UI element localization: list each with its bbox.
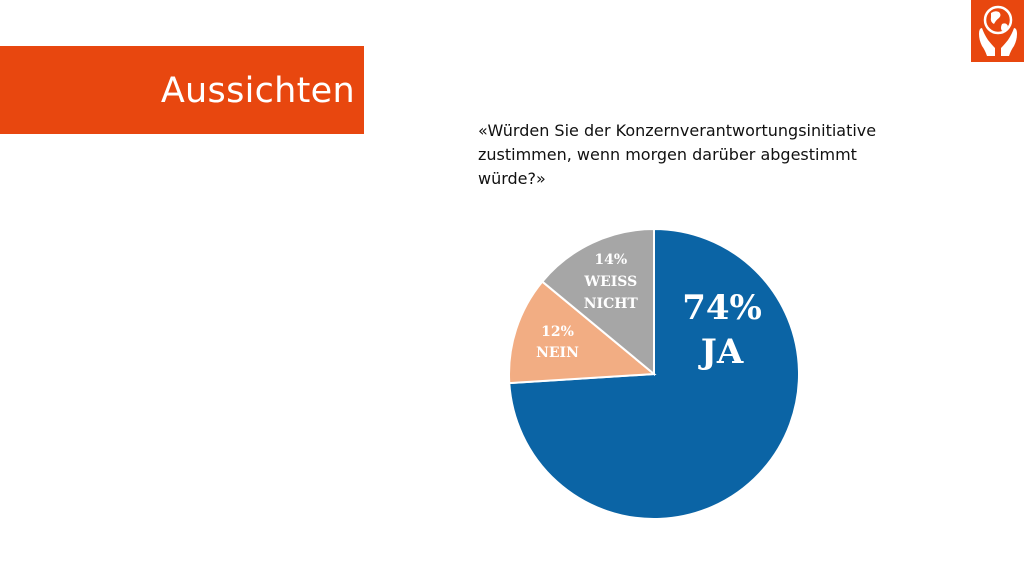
pie-chart: 74%JA 12% NEIN 14% WEISS NICHT — [508, 227, 801, 520]
pie-slice-2-label-1: WEISS — [583, 274, 637, 290]
title-banner: Aussichten — [0, 46, 364, 134]
pie-slice-2-label-2: NICHT — [584, 296, 639, 312]
pie-slice-2-label-0: 14% — [594, 252, 627, 268]
pie-slice-2 — [540, 227, 655, 377]
pie-slice-0-label-1: JA — [698, 332, 744, 372]
survey-question: «Würden Sie der Konzernverantwortungsini… — [478, 121, 877, 188]
pie-slice-1-label-1: NEIN — [536, 345, 579, 361]
pie-slice-1-label-0: 12% — [541, 324, 574, 340]
slide-title: Aussichten — [160, 71, 355, 111]
pie-slice-0-label-0: 74% — [682, 288, 762, 328]
hands-holding-globe-icon — [971, 0, 1024, 62]
pie-slice-1 — [508, 280, 657, 385]
